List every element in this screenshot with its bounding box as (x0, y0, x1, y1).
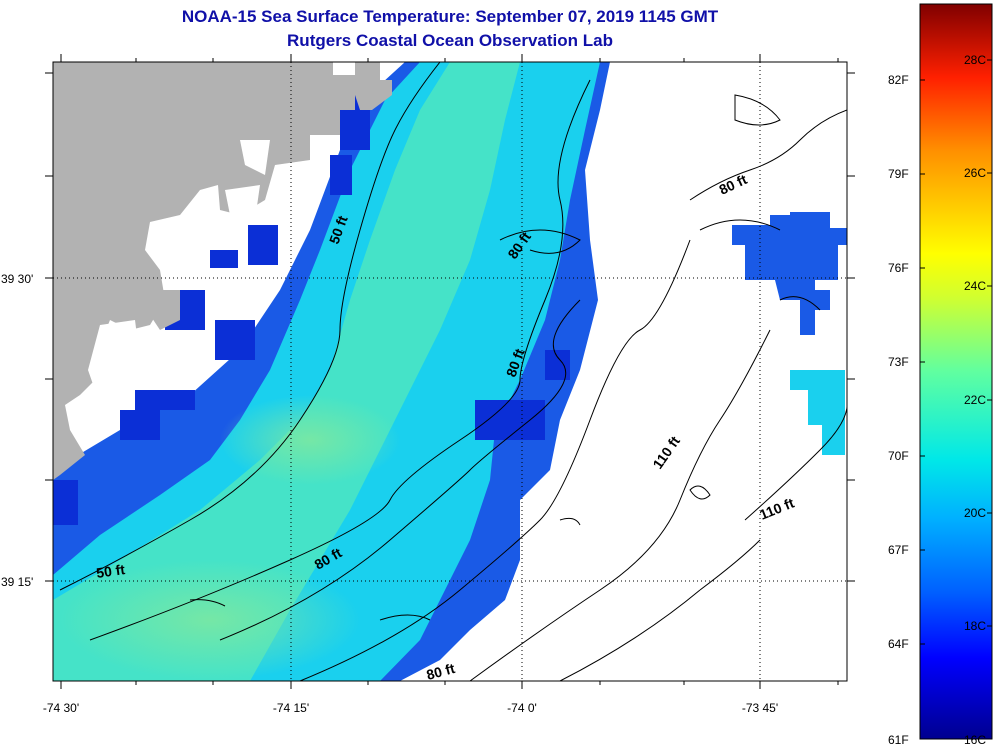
sst-green-water (53, 62, 520, 681)
map-title: NOAA-15 Sea Surface Temperature: Septemb… (181, 7, 719, 26)
y-tick-label: 39 15' (1, 575, 33, 589)
colorbar-f-label: 61F (888, 733, 909, 747)
colorbar-c-label: 22C (964, 393, 987, 407)
colorbar-f-label: 79F (888, 167, 909, 181)
colorbar-f-label: 73F (888, 355, 909, 369)
land-new-jersey (53, 62, 355, 480)
offshore-patch-2 (790, 370, 845, 455)
colorbar (919, 3, 993, 740)
offshore-patch-1 (732, 212, 847, 335)
colorbar-f-label: 64F (888, 637, 909, 651)
x-tick-label: -74 30' (43, 701, 79, 715)
colorbar-f-label: 67F (888, 543, 909, 557)
map-subtitle: Rutgers Coastal Ocean Observation Lab (287, 31, 613, 50)
colorbar-c-label: 20C (964, 506, 987, 520)
graticule (53, 62, 847, 681)
x-tick-label: -74 15' (273, 701, 309, 715)
axis-ticks (45, 54, 855, 689)
colorbar-c-label: 28C (964, 53, 987, 67)
colorbar-c-label: 18C (964, 619, 987, 633)
x-tick-label: -73 45' (742, 701, 778, 715)
colorbar-c-label: 26C (964, 166, 987, 180)
y-tick-label: 39 30' (1, 272, 33, 286)
depth-label: 80 ft (425, 660, 457, 683)
colorbar-f-label: 82F (888, 73, 909, 87)
colorbar-c-label: 16C (964, 733, 987, 747)
x-tick-label: -74 0' (507, 701, 537, 715)
colorbar-f-label: 70F (888, 449, 909, 463)
depth-label: 50 ft (95, 561, 126, 581)
map-frame (52, 61, 848, 682)
depth-contours (59, 62, 847, 681)
colorbar-f-label: 76F (888, 261, 909, 275)
colorbar-c-label: 24C (964, 279, 987, 293)
